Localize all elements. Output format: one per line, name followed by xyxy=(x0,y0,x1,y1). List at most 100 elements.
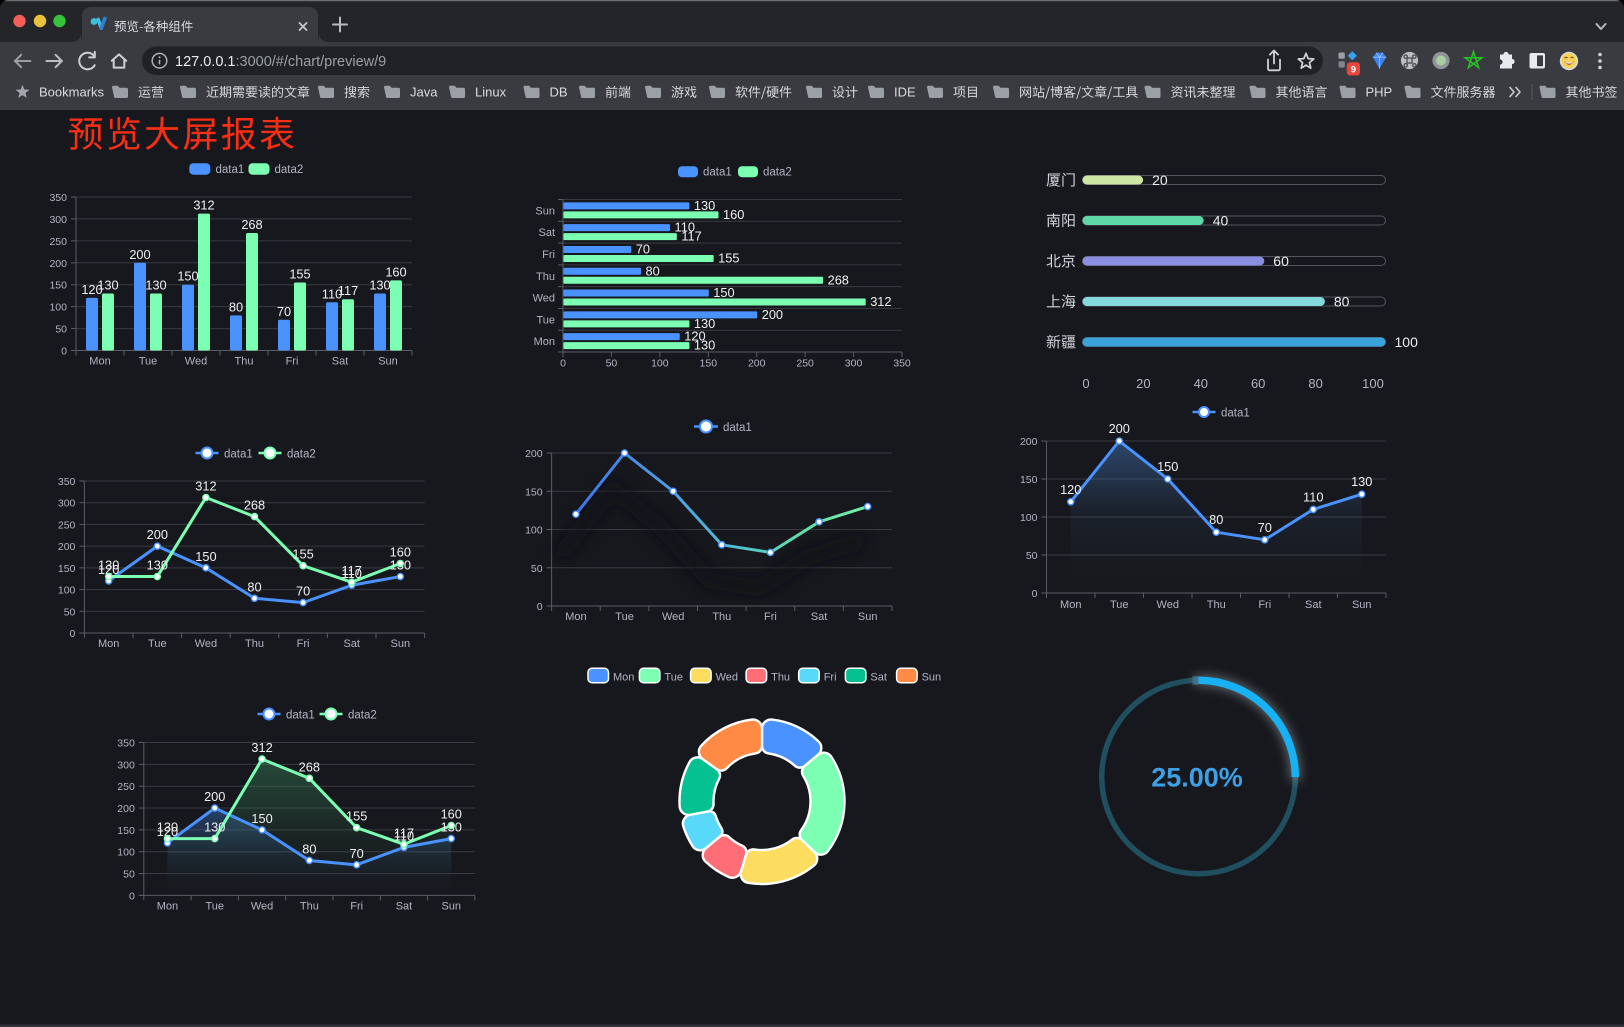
svg-text:Wed: Wed xyxy=(716,671,738,683)
svg-text:Bookmarks: Bookmarks xyxy=(39,85,105,100)
svg-text:Wed: Wed xyxy=(185,356,207,368)
svg-text:120: 120 xyxy=(81,282,102,297)
svg-text:50: 50 xyxy=(606,358,618,370)
svg-text:155: 155 xyxy=(289,267,310,282)
svg-text:150: 150 xyxy=(700,358,718,370)
svg-text:IDE: IDE xyxy=(894,85,916,100)
svg-text:150: 150 xyxy=(49,280,67,292)
svg-text:160: 160 xyxy=(390,545,411,560)
svg-text:100: 100 xyxy=(651,358,669,370)
svg-text:50: 50 xyxy=(64,606,76,618)
svg-text:100: 100 xyxy=(1362,376,1384,391)
svg-text:Sat: Sat xyxy=(1305,599,1322,611)
svg-text:data1: data1 xyxy=(723,422,752,434)
svg-text:Mon: Mon xyxy=(1060,599,1081,611)
svg-text:Tue: Tue xyxy=(664,671,683,683)
svg-text:130: 130 xyxy=(97,277,118,292)
svg-text:40: 40 xyxy=(1213,212,1229,228)
svg-text:20: 20 xyxy=(1136,376,1150,391)
svg-text:Sat: Sat xyxy=(538,227,555,239)
svg-text:300: 300 xyxy=(117,759,135,771)
svg-text:Thu: Thu xyxy=(536,271,555,283)
svg-text:350: 350 xyxy=(893,358,911,370)
svg-text:312: 312 xyxy=(195,479,216,494)
svg-text:130: 130 xyxy=(204,820,225,835)
svg-text:100: 100 xyxy=(58,585,76,597)
svg-text:Thu: Thu xyxy=(771,671,790,683)
svg-text:Sat: Sat xyxy=(396,901,413,913)
svg-text:250: 250 xyxy=(49,236,67,248)
svg-text:data2: data2 xyxy=(763,167,792,179)
svg-text:150: 150 xyxy=(1020,474,1038,486)
svg-text:200: 200 xyxy=(1020,436,1038,448)
svg-text:268: 268 xyxy=(299,759,320,774)
svg-text:200: 200 xyxy=(748,358,766,370)
svg-text:Sun: Sun xyxy=(858,611,878,623)
svg-text:300: 300 xyxy=(845,358,863,370)
svg-text:0: 0 xyxy=(1032,588,1038,600)
svg-text:70: 70 xyxy=(350,846,364,861)
svg-text:250: 250 xyxy=(58,519,76,531)
svg-text:312: 312 xyxy=(251,740,272,755)
svg-text:130: 130 xyxy=(694,198,715,213)
svg-text:0: 0 xyxy=(129,890,135,902)
svg-text:data1: data1 xyxy=(703,167,732,179)
svg-text:150: 150 xyxy=(525,486,543,498)
svg-text:Tue: Tue xyxy=(205,901,224,913)
svg-text:data2: data2 xyxy=(287,448,316,460)
svg-text:200: 200 xyxy=(525,448,543,460)
svg-text:Fri: Fri xyxy=(286,356,299,368)
svg-text:150: 150 xyxy=(251,811,272,826)
svg-text:80: 80 xyxy=(1209,512,1223,527)
svg-text:Sat: Sat xyxy=(343,638,360,650)
svg-text:Fri: Fri xyxy=(350,901,363,913)
svg-text:data1: data1 xyxy=(224,448,253,460)
svg-text:130: 130 xyxy=(1351,474,1372,489)
svg-text:Tue: Tue xyxy=(1110,599,1129,611)
svg-text:127.0.0.1:3000/#/chart/preview: 127.0.0.1:3000/#/chart/preview/9 xyxy=(175,54,386,70)
svg-text:Thu: Thu xyxy=(300,901,319,913)
svg-text:Mon: Mon xyxy=(565,611,586,623)
svg-text:40: 40 xyxy=(1194,376,1208,391)
svg-text:130: 130 xyxy=(694,316,715,331)
svg-text:Thu: Thu xyxy=(1207,599,1226,611)
svg-text:Wed: Wed xyxy=(662,611,684,623)
svg-text:80: 80 xyxy=(1308,376,1322,391)
svg-text:0: 0 xyxy=(537,601,543,613)
svg-text:Sun: Sun xyxy=(535,205,555,217)
svg-text:Linux: Linux xyxy=(475,85,507,100)
svg-text:130: 130 xyxy=(369,277,390,292)
svg-text:80: 80 xyxy=(1334,293,1350,309)
svg-text:80: 80 xyxy=(247,579,261,594)
svg-text:50: 50 xyxy=(531,563,543,575)
svg-text:155: 155 xyxy=(346,809,367,824)
svg-text:25.00%: 25.00% xyxy=(1151,763,1243,793)
svg-text:200: 200 xyxy=(129,247,150,262)
svg-text:Sat: Sat xyxy=(811,611,828,623)
svg-text:70: 70 xyxy=(636,241,650,256)
svg-text:117: 117 xyxy=(681,229,701,244)
svg-text:150: 150 xyxy=(713,285,734,300)
svg-text:Sun: Sun xyxy=(391,638,411,650)
svg-text:130: 130 xyxy=(694,338,715,353)
svg-text:Wed: Wed xyxy=(195,638,217,650)
svg-text:100: 100 xyxy=(49,302,67,314)
svg-text:0: 0 xyxy=(560,358,566,370)
svg-text:Sat: Sat xyxy=(332,356,349,368)
svg-text:350: 350 xyxy=(49,192,67,204)
svg-text:110: 110 xyxy=(394,828,414,843)
svg-text:110: 110 xyxy=(675,220,695,235)
svg-text:data2: data2 xyxy=(348,709,377,721)
svg-text:268: 268 xyxy=(828,272,849,287)
svg-text:200: 200 xyxy=(204,789,225,804)
svg-text:268: 268 xyxy=(244,498,265,513)
svg-text:100: 100 xyxy=(1020,512,1038,524)
svg-text:150: 150 xyxy=(58,563,76,575)
svg-text:155: 155 xyxy=(292,547,313,562)
svg-text:70: 70 xyxy=(296,584,310,599)
svg-text:Tue: Tue xyxy=(615,611,634,623)
svg-text:Fri: Fri xyxy=(764,611,777,623)
svg-text:Wed: Wed xyxy=(251,901,273,913)
svg-text:312: 312 xyxy=(870,294,891,309)
svg-text:80: 80 xyxy=(229,299,243,314)
